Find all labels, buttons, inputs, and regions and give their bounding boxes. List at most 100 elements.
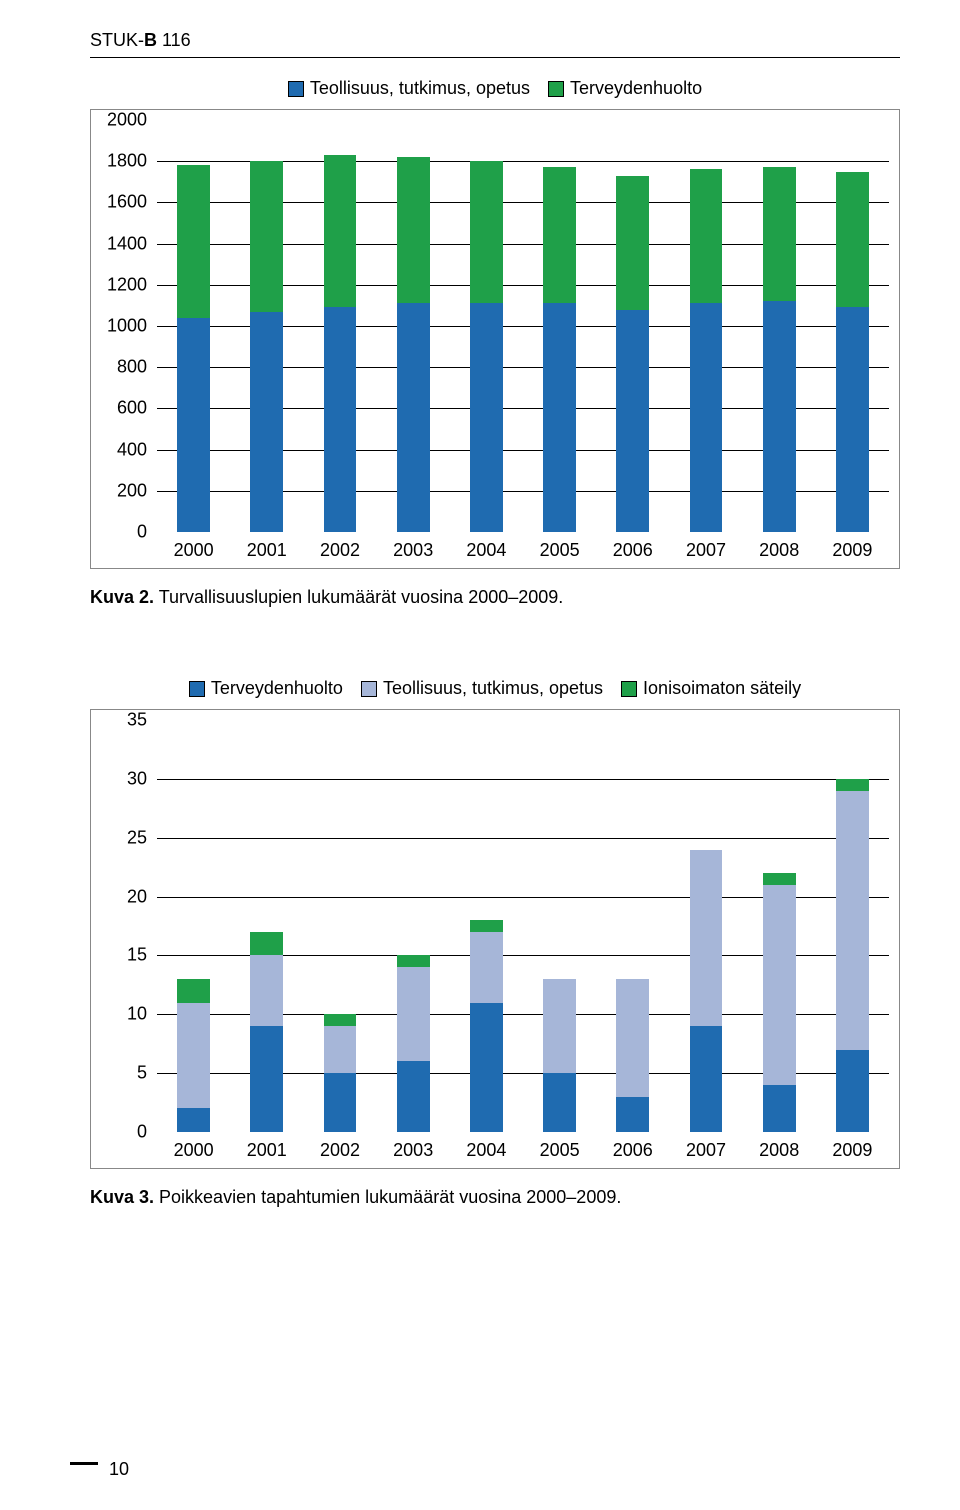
y-tick-label: 1200 [107, 274, 157, 295]
chart2-legend: Terveydenhuolto Teollisuus, tutkimus, ope… [90, 678, 900, 699]
doc-header-rest: 116 [157, 30, 191, 50]
bar-segment [543, 979, 576, 1073]
gridline [157, 779, 889, 780]
bar-segment [616, 1097, 649, 1132]
bar-segment [690, 303, 723, 532]
y-tick-label: 25 [127, 827, 157, 848]
chart1-legend: Teollisuus, tutkimus, opetus Terveydenhuo… [90, 78, 900, 99]
bar-segment [543, 303, 576, 532]
bar-segment [836, 791, 869, 1050]
y-tick-label: 1000 [107, 316, 157, 337]
bar-segment [177, 1108, 210, 1132]
x-tick-label: 2000 [174, 1132, 214, 1161]
x-tick-label: 2000 [174, 532, 214, 561]
legend-label: Teollisuus, tutkimus, opetus [310, 78, 530, 99]
bar-segment [250, 312, 283, 532]
bar-segment [470, 920, 503, 932]
x-tick-label: 2005 [540, 532, 580, 561]
bar-segment [616, 176, 649, 310]
bar-segment [250, 955, 283, 1026]
x-tick-label: 2009 [832, 532, 872, 561]
bar-segment [470, 932, 503, 1003]
y-tick-label: 0 [137, 522, 157, 543]
y-tick-label: 1600 [107, 192, 157, 213]
chart2: 0510152025303520002001200220032004200520… [90, 709, 900, 1169]
x-tick-label: 2007 [686, 1132, 726, 1161]
y-tick-label: 600 [117, 398, 157, 419]
bar-segment [470, 1003, 503, 1132]
bar-segment [763, 873, 796, 885]
x-tick-label: 2008 [759, 532, 799, 561]
bar-segment [250, 161, 283, 311]
x-tick-label: 2002 [320, 1132, 360, 1161]
bar-segment [836, 779, 869, 791]
bar-segment [616, 310, 649, 532]
x-tick-label: 2001 [247, 1132, 287, 1161]
bar-segment [324, 155, 357, 307]
bar-segment [324, 1073, 357, 1132]
legend-label: Terveydenhuolto [211, 678, 343, 699]
chart1-plot: 0200400600800100012001400160018002000200… [157, 120, 889, 532]
y-tick-label: 0 [137, 1122, 157, 1143]
y-tick-label: 20 [127, 886, 157, 907]
bar-segment [470, 161, 503, 303]
bar-segment [250, 932, 283, 956]
doc-header-bold: B [144, 30, 157, 50]
y-tick-label: 1800 [107, 151, 157, 172]
y-tick-label: 800 [117, 357, 157, 378]
chart2-legend-item: Teollisuus, tutkimus, opetus [361, 678, 603, 699]
caption1: Kuva 2. Turvallisuuslupien lukumäärät vu… [90, 587, 900, 608]
bar-segment [397, 303, 430, 532]
bar-segment [397, 955, 430, 967]
caption1-rest: Turvallisuuslupien lukumäärät vuosina 20… [154, 587, 563, 607]
bar-segment [324, 307, 357, 532]
bar-segment [690, 169, 723, 303]
y-tick-label: 200 [117, 480, 157, 501]
caption2-rest: Poikkeavien tapahtumien lukumäärät vuosi… [154, 1187, 621, 1207]
spacer [90, 608, 900, 678]
bar-segment [177, 318, 210, 532]
bar-segment [543, 167, 576, 303]
x-tick-label: 2007 [686, 532, 726, 561]
gridline [157, 838, 889, 839]
chart2-plot: 0510152025303520002001200220032004200520… [157, 720, 889, 1132]
bar-segment [177, 1003, 210, 1109]
page-number-text: 10 [109, 1459, 129, 1479]
bar-segment [836, 307, 869, 532]
y-tick-label: 30 [127, 768, 157, 789]
chart1-legend-item: Terveydenhuolto [548, 78, 702, 99]
x-tick-label: 2008 [759, 1132, 799, 1161]
caption1-bold: Kuva 2. [90, 587, 154, 607]
legend-swatch [361, 681, 377, 697]
bar-segment [836, 1050, 869, 1132]
legend-label: Teollisuus, tutkimus, opetus [383, 678, 603, 699]
legend-swatch [621, 681, 637, 697]
x-tick-label: 2005 [540, 1132, 580, 1161]
bar-segment [616, 979, 649, 1097]
bar-segment [763, 167, 796, 301]
x-tick-label: 2009 [832, 1132, 872, 1161]
caption2-bold: Kuva 3. [90, 1187, 154, 1207]
bar-segment [763, 1085, 796, 1132]
bar-segment [543, 1073, 576, 1132]
y-tick-label: 15 [127, 945, 157, 966]
page: STUK-B 116 Teollisuus, tutkimus, opetusT… [0, 0, 960, 1510]
doc-header-prefix: STUK- [90, 30, 144, 50]
x-tick-label: 2006 [613, 1132, 653, 1161]
x-tick-label: 2004 [466, 532, 506, 561]
bar-segment [177, 979, 210, 1003]
chart1-legend-item: Teollisuus, tutkimus, opetus [288, 78, 530, 99]
y-tick-label: 10 [127, 1004, 157, 1025]
y-tick-label: 1400 [107, 233, 157, 254]
y-tick-label: 5 [137, 1063, 157, 1084]
legend-swatch [548, 81, 564, 97]
chart2-legend-item: Terveydenhuolto [189, 678, 343, 699]
bar-segment [836, 172, 869, 308]
y-tick-label: 2000 [107, 110, 157, 131]
bar-segment [324, 1014, 357, 1026]
x-tick-label: 2001 [247, 532, 287, 561]
x-tick-label: 2004 [466, 1132, 506, 1161]
page-number: 10 [70, 1459, 129, 1480]
x-tick-label: 2003 [393, 532, 433, 561]
y-tick-label: 35 [127, 710, 157, 731]
